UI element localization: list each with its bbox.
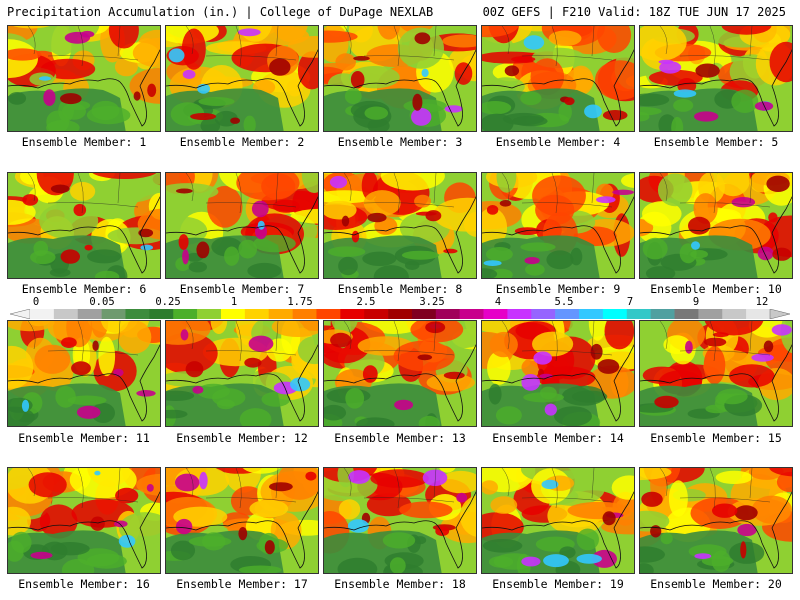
scale-tick: 4 — [494, 296, 502, 308]
color-bin — [674, 309, 699, 319]
ensemble-label-12: Ensemble Member: 12 — [176, 431, 308, 445]
ensemble-label-1: Ensemble Member: 1 — [21, 135, 147, 149]
scale-tick: 5.5 — [554, 296, 574, 308]
ensemble-label-11: Ensemble Member: 11 — [18, 431, 150, 445]
color-bin — [602, 309, 628, 319]
color-bin — [292, 309, 317, 319]
color-bin — [722, 309, 747, 319]
color-bin — [555, 309, 580, 319]
color-bin — [149, 309, 174, 319]
ensemble-map-11 — [7, 320, 161, 427]
ensemble-map-18 — [323, 467, 477, 574]
color-bin — [388, 309, 413, 319]
ensemble-label-6: Ensemble Member: 6 — [21, 282, 147, 296]
color-bin — [30, 309, 55, 319]
color-bin — [173, 309, 198, 319]
scale-tick: 9 — [692, 296, 700, 308]
ensemble-map-7 — [165, 172, 319, 279]
color-bin — [316, 309, 341, 319]
ensemble-map-20 — [639, 467, 793, 574]
ensemble-label-9: Ensemble Member: 9 — [495, 282, 621, 296]
color-bin — [101, 309, 126, 319]
color-bin — [626, 309, 651, 319]
scale-tick: 7 — [626, 296, 634, 308]
color-bin — [746, 309, 771, 319]
header: Precipitation Accumulation (in.) | Colle… — [0, 0, 800, 24]
ensemble-map-12 — [165, 320, 319, 427]
ensemble-map-8 — [323, 172, 477, 279]
scale-tick: 0.25 — [155, 296, 181, 308]
color-bin — [244, 309, 270, 319]
ensemble-map-10 — [639, 172, 793, 279]
scale-tick: 3.25 — [419, 296, 445, 308]
color-bar — [10, 309, 790, 319]
color-scale: 0 0.05 0.25 1 1.75 2.5 3.25 4 5.5 7 9 12 — [10, 296, 790, 320]
ensemble-map-3 — [323, 25, 477, 132]
color-bin — [53, 309, 79, 319]
color-bin — [364, 309, 389, 319]
color-bin — [268, 309, 293, 319]
color-bin — [197, 309, 222, 319]
ensemble-map-15 — [639, 320, 793, 427]
ensemble-map-13 — [323, 320, 477, 427]
ensemble-label-16: Ensemble Member: 16 — [18, 577, 150, 591]
ensemble-label-4: Ensemble Member: 4 — [495, 135, 621, 149]
color-bin — [507, 309, 532, 319]
ensemble-map-4 — [481, 25, 635, 132]
ensemble-label-15: Ensemble Member: 15 — [650, 431, 782, 445]
scale-tick: 0 — [32, 296, 40, 308]
scale-tick: 1 — [230, 296, 238, 308]
ensemble-label-17: Ensemble Member: 17 — [176, 577, 308, 591]
color-bin — [483, 309, 508, 319]
ensemble-label-8: Ensemble Member: 8 — [337, 282, 463, 296]
color-bin — [579, 309, 604, 319]
ensemble-map-1 — [7, 25, 161, 132]
ensemble-label-19: Ensemble Member: 19 — [492, 577, 624, 591]
ensemble-label-2: Ensemble Member: 2 — [179, 135, 305, 149]
color-bin — [435, 309, 460, 319]
color-bin — [459, 309, 484, 319]
ensemble-label-7: Ensemble Member: 7 — [179, 282, 305, 296]
color-bin — [340, 309, 365, 319]
ensemble-map-5 — [639, 25, 793, 132]
ensemble-map-19 — [481, 467, 635, 574]
ensemble-map-14 — [481, 320, 635, 427]
color-bin — [698, 309, 723, 319]
ensemble-label-10: Ensemble Member: 10 — [650, 282, 782, 296]
ensemble-label-14: Ensemble Member: 14 — [492, 431, 624, 445]
ensemble-map-6 — [7, 172, 161, 279]
title-left: Precipitation Accumulation (in.) | Colle… — [7, 5, 434, 19]
ensemble-label-20: Ensemble Member: 20 — [650, 577, 782, 591]
color-bin — [650, 309, 675, 319]
ensemble-label-18: Ensemble Member: 18 — [334, 577, 466, 591]
ensemble-label-5: Ensemble Member: 5 — [653, 135, 779, 149]
color-bin — [125, 309, 150, 319]
color-bin — [411, 309, 437, 319]
ensemble-map-2 — [165, 25, 319, 132]
ensemble-map-17 — [165, 467, 319, 574]
ensemble-label-13: Ensemble Member: 13 — [334, 431, 466, 445]
ensemble-map-9 — [481, 172, 635, 279]
color-bin — [531, 309, 556, 319]
scale-tick: 12 — [755, 296, 769, 308]
ensemble-label-3: Ensemble Member: 3 — [337, 135, 463, 149]
scale-tick: 0.05 — [89, 296, 115, 308]
scale-tick: 1.75 — [287, 296, 313, 308]
scale-tick: 2.5 — [356, 296, 376, 308]
ensemble-map-16 — [7, 467, 161, 574]
color-bin — [220, 309, 246, 319]
title-right: 00Z GEFS | F210 Valid: 18Z TUE JUN 17 20… — [482, 5, 786, 19]
color-bin — [77, 309, 102, 319]
